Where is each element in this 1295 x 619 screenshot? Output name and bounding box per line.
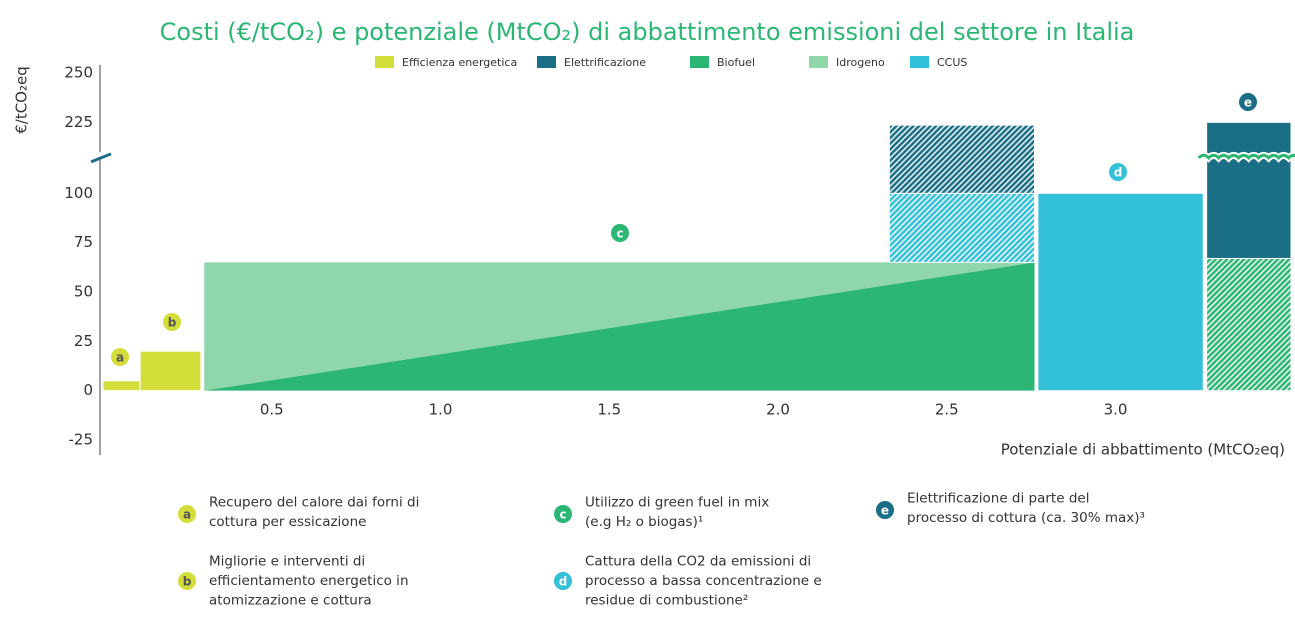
marker-badge: [178, 505, 196, 523]
chart-title: Costi (€/tCO₂) e potenziale (MtCO₂) di a…: [160, 18, 1135, 46]
y-tick-label: -25: [69, 431, 94, 449]
legend-swatch: [690, 56, 709, 68]
marker-badge: [1239, 93, 1257, 111]
marker-badge: [178, 572, 196, 590]
marker-label: d: [559, 575, 568, 589]
y-tick-label: 0: [83, 381, 93, 399]
y-tick-label: 100: [64, 184, 93, 202]
note-text: atomizzazione e cottura: [209, 593, 372, 609]
axis-break-mark: [90, 152, 112, 164]
note-text: residue di combustione²: [585, 593, 748, 609]
x-tick-label: 2.0: [766, 401, 790, 419]
bar-segment: [1206, 257, 1292, 392]
marker-label: b: [168, 316, 177, 330]
marker-label: c: [616, 227, 623, 241]
bar-segment: [888, 192, 1035, 263]
legend-swatch: [375, 56, 394, 68]
marker-badge: [611, 224, 629, 242]
marker-badge: [554, 572, 572, 590]
y-tick-label: 225: [64, 113, 93, 131]
y-tick-label: 50: [74, 283, 93, 301]
marker-badge: [554, 505, 572, 523]
y-tick-label: 250: [64, 64, 93, 82]
marker-badge: [876, 501, 894, 519]
marker-label: e: [1244, 96, 1252, 110]
marker-badge: [111, 348, 129, 366]
note-text: Cattura della CO2 da emissioni di: [585, 554, 811, 570]
marker-label: e: [881, 504, 889, 518]
marker-badge: [1109, 163, 1127, 181]
area-segment: [204, 262, 1035, 391]
x-tick-label: 1.0: [429, 401, 453, 419]
bar-break-mark: [1197, 153, 1295, 160]
legend-swatch: [809, 56, 828, 68]
x-tick-label: 0.5: [260, 401, 284, 419]
note-text: Utilizzo di green fuel in mix: [585, 494, 769, 510]
x-axis-label: Potenziale di abbattimento (MtCO₂eq): [1001, 441, 1285, 459]
legend-label: CCUS: [937, 56, 967, 69]
x-tick-label: 3.0: [1104, 401, 1128, 419]
legend-swatch: [537, 56, 556, 68]
note-text: cottura per essicazione: [209, 514, 366, 530]
legend-swatch: [910, 56, 929, 68]
marker-label: b: [183, 575, 192, 589]
bar-segment: [102, 380, 141, 392]
y-axis-label: €/tCO₂eq: [13, 66, 31, 134]
note-text: processo di cottura (ca. 30% max)³: [907, 510, 1145, 526]
marker-label: d: [1114, 166, 1123, 180]
y-tick-label: 75: [74, 233, 93, 251]
y-tick-label: 25: [74, 332, 93, 350]
marker-label: a: [183, 508, 191, 522]
x-tick-label: 1.5: [597, 401, 621, 419]
legend-label: Biofuel: [717, 56, 755, 69]
legend-label: Elettrificazione: [564, 56, 646, 69]
legend-label: Idrogeno: [836, 56, 885, 69]
legend-label: Efficienza energetica: [402, 56, 517, 69]
note-text: Recupero del calore dai forni di: [209, 494, 419, 510]
note-text: Elettrificazione di parte del: [907, 490, 1089, 506]
marker-label: a: [116, 351, 124, 365]
bar-segment: [888, 124, 1035, 194]
marker-label: c: [559, 508, 566, 522]
bar-segment: [139, 350, 202, 392]
marker-badge: [163, 313, 181, 331]
bar-segment: [1037, 192, 1204, 392]
bar-segment: [1206, 121, 1292, 259]
note-text: Migliorie e interventi di: [209, 554, 365, 570]
x-tick-label: 2.5: [935, 401, 959, 419]
note-text: (e.g H₂ o biogas)¹: [585, 514, 703, 530]
note-text: processo a bassa concentrazione e: [585, 573, 822, 589]
note-text: efficientamento energetico in: [209, 573, 409, 589]
